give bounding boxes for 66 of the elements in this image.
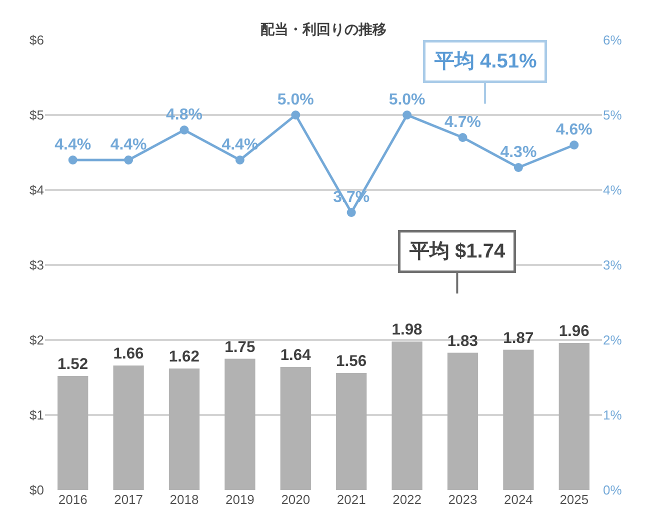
x-tick-label: 2018: [170, 492, 199, 507]
point: [570, 140, 579, 150]
point: [291, 110, 300, 120]
bar: [58, 376, 88, 490]
y2-tick-label: 0%: [603, 482, 622, 498]
data-label: 1.64: [280, 347, 312, 364]
x-tick-label: 2016: [58, 492, 88, 507]
bar: [558, 343, 590, 490]
bar: [447, 352, 478, 490]
y-tick-label: $3: [30, 258, 44, 273]
bar: [168, 368, 200, 490]
y2-tick-label: 5%: [603, 108, 622, 123]
y-tick-label: $5: [30, 108, 44, 123]
data-label: 4.4%: [222, 136, 258, 154]
data-label: 4.6%: [556, 121, 592, 138]
point: [514, 163, 523, 172]
y2-tick-label: 4%: [603, 182, 622, 198]
data-label: 5.0%: [277, 91, 314, 108]
bar: [336, 373, 367, 490]
data-label: 1.56: [336, 353, 367, 370]
data-label: 4.4%: [110, 136, 147, 154]
point: [180, 126, 189, 134]
point: [346, 208, 356, 217]
data-label: 1.66: [113, 346, 144, 363]
bar: [503, 350, 534, 490]
x-tick-label: 2020: [281, 492, 310, 507]
y2-tick-label: 1%: [603, 408, 622, 423]
point: [402, 110, 412, 120]
y-tick-label: $1: [30, 408, 44, 423]
x-tick-label: 2023: [448, 492, 478, 507]
bar: [224, 358, 256, 490]
point: [235, 156, 244, 164]
x-tick-label: 2025: [560, 492, 589, 507]
y-tick-label: $0: [30, 482, 44, 498]
bar: [392, 342, 422, 490]
point: [124, 156, 134, 164]
y-tick-label: $4: [30, 182, 44, 198]
data-label: 4.3%: [500, 144, 537, 161]
chart-title: 配当・利回りの推移: [260, 20, 386, 37]
y2-tick-label: 6%: [603, 32, 622, 48]
point: [458, 133, 468, 142]
data-label: 4.4%: [54, 136, 92, 154]
data-label: 1.62: [168, 348, 200, 366]
data-label: 1.87: [503, 330, 534, 347]
data-label: 1.52: [58, 356, 88, 374]
x-tick-label: 2017: [114, 492, 144, 507]
x-tick-label: 2019: [225, 492, 254, 507]
annotation: 平均 4.51%: [434, 50, 537, 72]
x-tick-label: 2022: [392, 492, 422, 507]
x-tick-label: 2024: [504, 492, 533, 507]
y2-tick-label: 3%: [603, 258, 622, 273]
bar: [280, 367, 311, 490]
data-label: 1.98: [392, 322, 423, 339]
point: [68, 156, 78, 164]
data-label: 1.96: [558, 323, 590, 340]
data-label: 1.83: [447, 332, 478, 350]
data-label: 5.0%: [388, 91, 426, 108]
data-label: 4.8%: [166, 106, 202, 124]
y-tick-label: $2: [30, 332, 44, 348]
x-tick-label: 2021: [336, 492, 366, 507]
bar: [113, 366, 144, 490]
annotation: 平均 $1.74: [408, 240, 506, 262]
data-label: 1.75: [224, 338, 256, 356]
y-tick-label: $6: [30, 32, 44, 48]
y2-tick-label: 2%: [603, 332, 622, 348]
data-label: 4.7%: [444, 114, 481, 131]
